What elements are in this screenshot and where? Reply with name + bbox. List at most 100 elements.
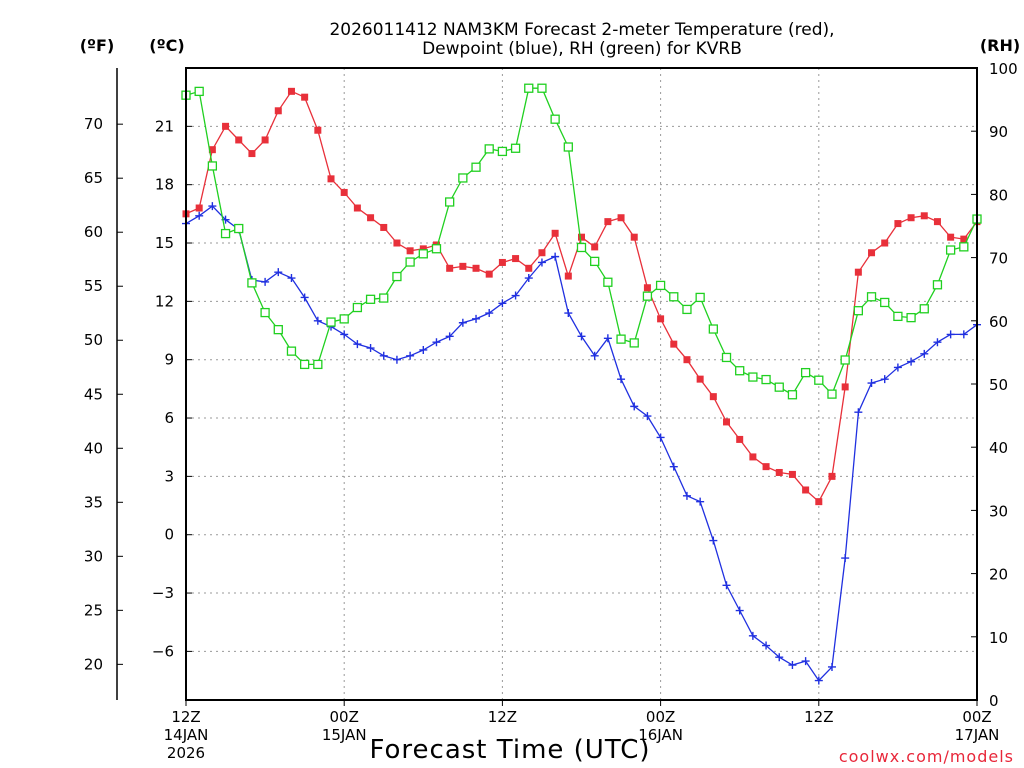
rh-point [629, 338, 639, 348]
fahrenheit-tick-label: 60 [84, 223, 103, 241]
dewpoint-point [867, 379, 876, 388]
2-meter-temperature-point [380, 223, 388, 231]
fahrenheit-tick-label: 45 [84, 385, 103, 403]
2-meter-temperature-point [947, 233, 955, 241]
dewpoint-point [564, 309, 573, 318]
2-meter-temperature-point [604, 218, 612, 226]
rh-point [840, 355, 850, 365]
rh-point [959, 242, 969, 252]
dewpoint-point [735, 606, 744, 615]
dewpoint-series [182, 202, 981, 685]
2-meter-temperature-point [683, 356, 691, 364]
2-meter-temperature-point [894, 220, 902, 228]
2-meter-temperature-point [419, 245, 427, 253]
dewpoint-point [682, 491, 691, 500]
rh-point [537, 83, 547, 93]
2-meter-temperature-point [235, 136, 243, 144]
2-meter-temperature-point [881, 239, 889, 247]
dewpoint-point [801, 657, 810, 666]
rh-tick-label: 30 [989, 502, 1008, 520]
2-meter-temperature-point [314, 126, 322, 134]
rh-point [365, 294, 376, 304]
rh-point [220, 228, 231, 239]
time-tick-label: 12Z [171, 708, 200, 726]
time-tick-date: 14JAN [164, 726, 209, 744]
2-meter-temperature-point [261, 136, 269, 144]
rh-point [590, 256, 600, 267]
rh-point [392, 271, 402, 282]
dewpoint-point [656, 433, 665, 442]
rh-point [484, 144, 494, 154]
rh-tick-label: 100 [989, 60, 1018, 78]
fahrenheit-tick-label: 50 [84, 331, 103, 349]
2-meter-temperature-point [195, 204, 203, 212]
dewpoint-point [827, 662, 836, 671]
2-meter-temperature-point [907, 214, 915, 222]
fahrenheit-unit-label: (ºF) [80, 36, 115, 55]
chart-title-line2: Dewpoint (blue), RH (green) for KVRB [422, 39, 742, 59]
rh-point [273, 324, 283, 335]
2-meter-temperature-point [446, 264, 454, 272]
2-meter-temperature-point [630, 233, 638, 241]
celsius-tick-label: 15 [155, 234, 174, 252]
celsius-tick-label: 12 [155, 292, 174, 310]
rh-tick-label: 90 [989, 123, 1008, 141]
dewpoint-point [762, 641, 771, 650]
celsius-tick-label: 6 [164, 409, 174, 427]
dewpoint-point [907, 357, 916, 366]
dewpoint-point [445, 332, 454, 341]
2-meter-temperature-point [775, 468, 783, 476]
2-meter-temperature-point [709, 393, 717, 401]
rh-point [669, 292, 679, 302]
rh-unit-label: (RH) [980, 36, 1020, 55]
rh-point [445, 197, 455, 207]
2-meter-temperature-point [749, 453, 757, 461]
2-meter-temperature-point [854, 268, 862, 276]
chart-title-line1: 2026011412 NAM3KM Forecast 2-meter Tempe… [329, 20, 834, 40]
2-meter-temperature-point [459, 262, 467, 270]
2-meter-temperature-point [933, 218, 941, 226]
2-meter-temperature-point [788, 470, 796, 478]
plot-frame [185, 67, 978, 701]
celsius-tick-label: 18 [155, 176, 174, 194]
rh-point [880, 297, 890, 308]
time-tick-label: 00Z [330, 708, 359, 726]
dewpoint-point [788, 660, 797, 669]
rh-point [563, 142, 573, 152]
dewpoint-point [933, 338, 942, 347]
time-tick-label: 12Z [804, 708, 833, 726]
celsius-tick-label: 3 [164, 467, 174, 485]
rh-tick-label: 20 [989, 566, 1008, 584]
2-meter-temperature-point [723, 418, 731, 426]
x-axis-label: Forecast Time (UTC) [369, 735, 650, 765]
2-meter-temperature-point [657, 315, 665, 323]
2-meter-temperature-point [815, 498, 823, 506]
2-meter-temperature-point [367, 214, 375, 222]
2-meter-temperature-point [525, 264, 533, 272]
dewpoint-point [630, 402, 639, 411]
rh-point [379, 293, 389, 303]
dewpoint-point [775, 653, 784, 662]
dewpoint-point [419, 345, 428, 354]
rh-point [774, 382, 784, 392]
rh-point [721, 352, 732, 363]
rh-point [761, 374, 771, 385]
time-tick-year: 2026 [167, 744, 205, 762]
dewpoint-point [392, 355, 401, 364]
credit-text[interactable]: coolwx.com/models [839, 747, 1014, 766]
rh-point [787, 390, 798, 400]
dewpoint-point [511, 291, 520, 300]
rh-point [418, 249, 428, 259]
2-meter-temperature-point [670, 340, 678, 348]
2-meter-temperature-point [340, 188, 348, 196]
dewpoint-point [709, 536, 718, 545]
rh-point [603, 277, 613, 287]
data-series [181, 83, 982, 685]
rh-point [207, 161, 218, 171]
2-meter-temperature-point [498, 258, 506, 266]
rh-point [313, 359, 323, 370]
2-meter-temperature-point [406, 247, 414, 255]
dewpoint-point [340, 330, 349, 339]
dewpoint-point [880, 375, 889, 384]
